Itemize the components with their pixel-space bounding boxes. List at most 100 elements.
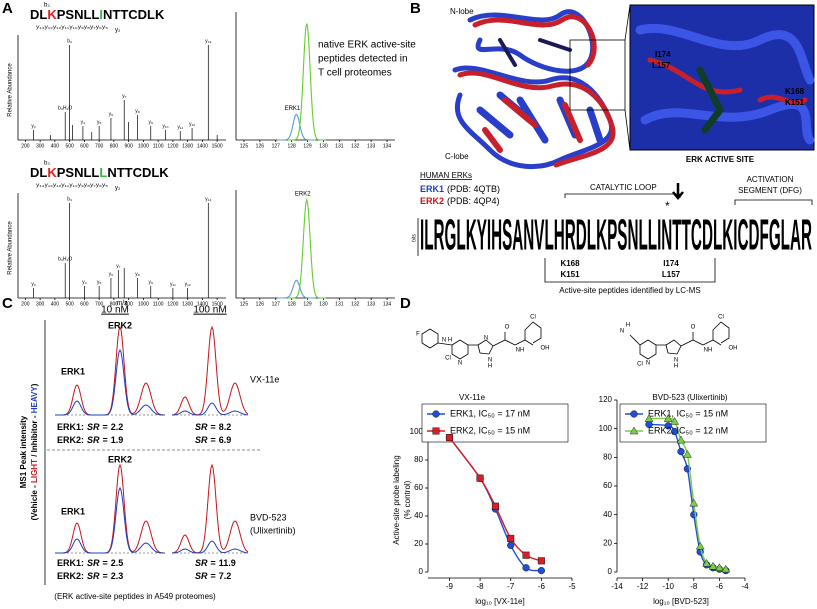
peak-label: ERK1 [61, 506, 85, 516]
x-tick-label: 1300 [182, 143, 193, 149]
x-tick-label: 126 [256, 143, 265, 149]
equals: = [103, 422, 108, 432]
y-axis-label: Relative Abundance [8, 63, 14, 117]
ion-ladder: y₁₄y₁₃y₁₂y₁₁y₁₀y₉y₈y₇y₆y₅ [36, 24, 108, 30]
x-tick-label: -5 [568, 582, 576, 591]
y-ion: y₂ [115, 186, 121, 192]
marker [670, 417, 679, 425]
marker [695, 541, 705, 550]
sr-label: SR [195, 422, 208, 432]
y-axis-label: (Vehicle - LIGHT / Inhibitor - HEAVY) [30, 383, 39, 520]
chromatogram-peak [287, 23, 326, 141]
legend-label: ERK1, IC₅₀ = 15 nM [648, 408, 728, 418]
sr-label: SR [87, 435, 100, 445]
atom-label: Cl [530, 315, 536, 321]
selectivity-ratio: ERK2: SR = 2.3 [57, 571, 123, 581]
compound-name: VX-11e [250, 374, 279, 384]
peak-label: b₃ [67, 38, 72, 44]
atom-label: O [691, 325, 696, 331]
enzyme: ERK1: [57, 422, 84, 432]
legend-name: ERK1 [420, 184, 444, 194]
chromatogram-peak [277, 113, 316, 141]
marker [708, 561, 718, 570]
y-tick-label: 20 [603, 538, 612, 547]
marker [507, 541, 515, 550]
sr-label: SR [195, 435, 208, 445]
x-tick-label: 200 [21, 143, 30, 149]
marker [629, 426, 639, 435]
sr-label: SR [87, 422, 100, 432]
residue-group: PSNLL [57, 165, 100, 180]
x-tick-label: 125 [240, 301, 249, 307]
caption: Active-site peptides identified by LC-MS [559, 286, 700, 295]
peak-label: b₃H₂O [58, 105, 72, 111]
marker [676, 435, 686, 444]
x-tick-label: 900 [124, 301, 133, 307]
legend-label: ERK2, IC₅₀ = 12 nM [648, 425, 728, 435]
logo-axis: bits [411, 234, 417, 242]
equals: = [103, 435, 108, 445]
legend-entry: ERK1 (PDB: 4QTB) [420, 184, 500, 194]
peak-label: y₂ [31, 123, 36, 129]
label-part: / Inhibitor - [30, 413, 39, 459]
marker [432, 427, 440, 435]
x-tick-label: -7 [507, 582, 515, 591]
chromatogram-peak [277, 279, 316, 299]
peak-label: y₁₃ [205, 38, 211, 44]
atom-label: N [484, 336, 488, 342]
note: peptides detected in [318, 54, 408, 65]
sr-value: 7.2 [219, 571, 232, 581]
x-tick-label: 133 [367, 143, 376, 149]
marker [476, 474, 484, 482]
x-tick-label: 130 [319, 143, 328, 149]
footnote: (ERK active-site peptides in A549 proteo… [54, 592, 216, 601]
residue-label: I174 [663, 259, 679, 268]
c-lobe: C-lobe [445, 152, 469, 161]
residue-group: K [47, 7, 57, 22]
x-tick-label: 134 [383, 301, 392, 307]
sr-label: SR [87, 558, 100, 568]
panel-label: B [410, 0, 421, 17]
x-tick-label: 134 [383, 143, 392, 149]
x-tick-label: 600 [80, 301, 89, 307]
x-axis-label: log₁₀ [BVD-523] [653, 597, 709, 606]
compound-name: (Ulixertinib) [250, 525, 296, 535]
x-axis-label: m/z [116, 300, 128, 307]
trace [171, 325, 249, 416]
atom-label: Cl [445, 356, 451, 362]
marker [537, 566, 545, 575]
y-tick-label: 60 [414, 483, 423, 492]
legend-name: ERK2 [420, 196, 444, 206]
residue-group: K [47, 165, 57, 180]
x-tick-label: 1300 [182, 301, 193, 307]
asterisk: * [665, 199, 670, 213]
peak-label: y₁₄ [205, 196, 211, 202]
sr-label: SR [87, 571, 100, 581]
b-ion: b₃ [44, 161, 50, 167]
label-part: HEAVY [30, 386, 39, 414]
peak-label: y₁₁ [177, 124, 183, 130]
y-tick-label: 100 [599, 424, 613, 433]
x-tick-label: -14 [611, 582, 623, 591]
atom-label: Cl [637, 362, 643, 368]
y-tick-label: 120 [599, 395, 613, 404]
panel-label: C [2, 295, 13, 312]
x-tick-label: 129 [303, 143, 312, 149]
peak-label: y₁₁ [170, 281, 176, 287]
marker [664, 422, 672, 430]
x-tick-label: 400 [51, 143, 60, 149]
residue-label: L157 [652, 61, 671, 70]
atom-label: O [505, 325, 510, 331]
bracket [734, 199, 813, 205]
y-axis-label: Relative Abundance [8, 221, 14, 275]
x-tick-label: 125 [240, 143, 249, 149]
sr-label: SR [195, 571, 208, 581]
equals: = [211, 571, 216, 581]
x-tick-label: -10 [662, 582, 674, 591]
note: T cell proteomes [318, 68, 392, 79]
label-part: LIGHT [30, 459, 39, 483]
residue-label: K151 [785, 98, 805, 107]
peak-label: y₆ [109, 111, 114, 117]
x-tick-label: 1400 [197, 143, 208, 149]
peak-label: y₉ [149, 119, 154, 125]
